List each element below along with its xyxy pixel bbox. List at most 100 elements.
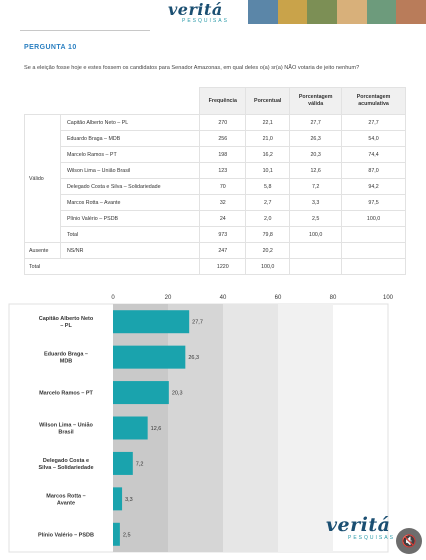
x-tick-label: 100 — [383, 295, 394, 301]
category-label-line: Plínio Valério – PSDB — [38, 532, 94, 538]
bar — [113, 487, 123, 511]
table-row: Wilson Lima – União Brasil 123 10,1 12,6 87,… — [25, 162, 406, 179]
cell-valida: 26,3 — [289, 130, 343, 147]
chart: 0 20 40 60 80 100 27,7 Capitão Alberto Neto – PL… — [0, 290, 426, 560]
header-porcentagem-valida: Porcentagem válida — [289, 87, 343, 115]
data-label: 26,3 — [188, 355, 199, 361]
brand-logo-top: veritá PESQUISAS — [168, 0, 232, 25]
table-row: Válido Capitão Alberto Neto – PL 270 22,1 27… — [24, 114, 406, 243]
category-label-line: Silva – Solidariedade — [38, 465, 93, 471]
cell-acumulativa: 74,4 — [341, 146, 406, 163]
category-label-line: – PL — [60, 323, 72, 329]
data-label: 12,6 — [151, 426, 162, 432]
table-row: Delegado Costa e Silva – Solidariedade 70… — [25, 178, 406, 195]
cell-acumulativa — [341, 258, 406, 275]
bar — [113, 522, 120, 546]
cell-candidate: Total — [59, 226, 201, 243]
cell-porcentual: 10,1 — [245, 162, 291, 179]
cell-acumulativa — [341, 242, 406, 259]
header-frequencia: Frequência — [199, 87, 247, 115]
cell-porcentual: 79,8 — [245, 226, 291, 243]
category-label-line: Delegado Costa e — [43, 458, 89, 464]
table-row: Marcos Rotta – Avante 32 2,7 3,3 97,5 — [25, 194, 406, 211]
cell-frequencia: 198 — [199, 146, 247, 163]
bar-chart-svg: 0 20 40 60 80 100 27,7 Capitão Alberto Neto – PL… — [0, 290, 426, 560]
category-label: Plínio Valério – PSDB — [38, 532, 94, 538]
cell-acumulativa: 97,5 — [341, 194, 406, 211]
cell-candidate: Wilson Lima – União Brasil — [59, 162, 201, 179]
category-label-line: Eduardo Braga – — [44, 352, 88, 358]
mute-button[interactable]: 🔇 — [396, 528, 422, 554]
group-label-valido: Válido — [24, 114, 61, 243]
cell-candidate: Plínio Valério – PSDB — [59, 210, 201, 227]
category-label-line: Marcos Rotta – — [46, 493, 85, 499]
cell-frequencia: 123 — [199, 162, 247, 179]
cell-acumulativa: 94,2 — [341, 178, 406, 195]
table-row: Marcelo Ramos – PT 198 16,2 20,3 74,4 — [25, 146, 406, 163]
data-label: 27,7 — [192, 320, 203, 326]
cell-valida: 100,0 — [289, 226, 343, 243]
category-label: Eduardo Braga – MDB — [44, 352, 88, 365]
cell-porcentual: 2,0 — [245, 210, 291, 227]
category-label: Capitão Alberto Neto – PL — [39, 316, 94, 329]
cell-candidate: Eduardo Braga – MDB — [59, 130, 201, 147]
cell-valida: 2,5 — [289, 210, 343, 227]
x-tick-label: 60 — [275, 295, 282, 301]
category-label-line: Avante — [57, 500, 75, 506]
x-tick-label: 80 — [330, 295, 337, 301]
category-label-line: MDB — [60, 359, 73, 365]
category-label-line: Capitão Alberto Neto — [39, 316, 94, 322]
bar — [113, 310, 190, 334]
cell-acumulativa: 100,0 — [341, 210, 406, 227]
brand-logo-bottom: veritá PESQUISAS — [326, 516, 396, 546]
cell-porcentual: 22,1 — [245, 114, 291, 131]
group-label-ausente: Ausente — [24, 242, 61, 259]
cell-frequencia: 24 — [199, 210, 247, 227]
table-row-ausente: Ausente NS/NR 247 20,2 — [24, 242, 406, 259]
brand-sub: PESQUISAS — [182, 18, 229, 24]
cell-valida: 12,6 — [289, 162, 343, 179]
data-label: 3,3 — [125, 497, 133, 503]
question-text: Se a eleição fosse hoje e estes fossem o… — [24, 65, 360, 71]
header-porcentual: Porcentual — [245, 87, 291, 115]
category-label: Marcelo Ramos – PT — [39, 391, 93, 397]
category-label: Delegado Costa e Silva – Solidariedade — [38, 458, 93, 471]
cell-acumulativa — [341, 226, 406, 243]
cell-candidate: Marcos Rotta – Avante — [59, 194, 201, 211]
table-row: Plínio Valério – PSDB 24 2,0 2,5 100,0 — [25, 210, 406, 227]
cell-acumulativa: 54,0 — [341, 130, 406, 147]
bar — [113, 345, 186, 369]
cell-porcentual: 21,0 — [245, 130, 291, 147]
brand-name-bottom: veritá — [326, 514, 391, 536]
cell-porcentual: 5,8 — [245, 178, 291, 195]
cell-porcentual: 16,2 — [245, 146, 291, 163]
data-label: 2,5 — [123, 532, 131, 538]
data-label: 7,2 — [136, 461, 144, 467]
bar — [113, 416, 148, 440]
cell-porcentual: 20,2 — [245, 242, 291, 259]
cell-acumulativa: 27,7 — [341, 114, 406, 131]
cell-candidate: Marcelo Ramos – PT — [59, 146, 201, 163]
category-label-line: Wilson Lima – União — [39, 423, 93, 429]
brand-sub-bottom: PESQUISAS — [348, 535, 395, 541]
table-row-total: Total 1220 100,0 — [23, 258, 406, 275]
bar — [113, 381, 169, 405]
header-divider — [20, 30, 150, 31]
cell-valida: 27,7 — [289, 114, 343, 131]
cell-candidate: Delegado Costa e Silva – Solidariedade — [59, 178, 201, 195]
cell-valida — [289, 258, 343, 275]
bar — [113, 451, 133, 475]
table-header-row: Frequência Porcentual Porcentagem válida… — [24, 87, 406, 115]
cell-frequencia: 32 — [199, 194, 247, 211]
cell-valida: 20,3 — [289, 146, 343, 163]
x-tick-label: 0 — [111, 295, 115, 301]
cell-valida — [289, 242, 343, 259]
table-row: Total 973 79,8 100,0 — [25, 226, 406, 243]
x-tick-label: 20 — [165, 295, 172, 301]
brand-name: veritá — [168, 0, 223, 19]
x-tick-label: 40 — [220, 295, 227, 301]
cell-frequencia: 70 — [199, 178, 247, 195]
cell-porcentual: 2,7 — [245, 194, 291, 211]
category-label: Marcos Rotta – Avante — [46, 493, 85, 506]
cell-frequencia: 973 — [199, 226, 247, 243]
